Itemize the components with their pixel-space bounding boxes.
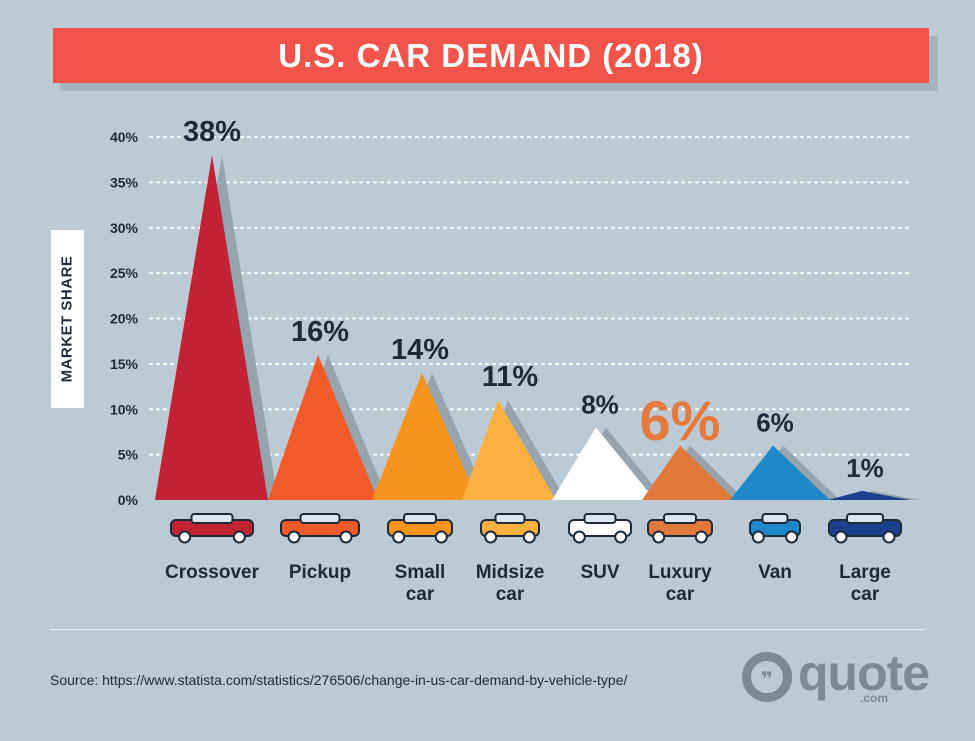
- y-tick-label: 20%: [110, 311, 139, 327]
- logo-suffix: .com: [860, 691, 889, 705]
- data-label: 38%: [183, 116, 241, 148]
- peak-suv: [552, 427, 655, 500]
- x-category-label: SUV: [580, 562, 619, 583]
- suv-sports-car-icon: [568, 513, 632, 544]
- pickup-truck-icon: [280, 513, 360, 544]
- peak-crossover: [155, 155, 268, 500]
- van-icon: [749, 513, 801, 544]
- chart-title: U.S. CAR DEMAND (2018): [53, 28, 929, 83]
- y-tick-label: 25%: [110, 265, 139, 281]
- y-axis-label: MARKET SHARE: [58, 255, 76, 383]
- x-category-label: Crossover: [165, 562, 260, 583]
- x-category-label: Midsize: [476, 562, 545, 583]
- data-label: 6%: [756, 408, 794, 438]
- quote-bubble-icon: ❞: [742, 652, 792, 702]
- y-tick-label: 10%: [110, 401, 139, 417]
- peak-van: [730, 445, 830, 500]
- y-tick-label: 35%: [110, 174, 139, 190]
- data-label: 16%: [291, 316, 349, 348]
- peak-small-car: [372, 372, 478, 500]
- quote-logo: ❞ quote .com: [742, 645, 932, 706]
- x-category-label: Small: [395, 562, 446, 583]
- data-label: 6%: [640, 389, 721, 452]
- peak-pickup: [268, 354, 378, 500]
- x-category-label: Large: [839, 562, 891, 583]
- x-category-label: car: [851, 584, 880, 605]
- large-car-limo-icon: [828, 513, 902, 544]
- x-category-label: Luxury: [648, 562, 712, 583]
- y-tick-label: 40%: [110, 129, 139, 145]
- x-category-label: Pickup: [289, 562, 351, 583]
- peak-midsize-car: [462, 400, 556, 500]
- luxury-car-icon: [647, 513, 713, 544]
- data-label: 1%: [846, 453, 884, 483]
- data-label: 11%: [482, 361, 539, 393]
- crossover-car-icon: [170, 513, 254, 544]
- y-axis-label-box: [51, 230, 84, 408]
- peak-luxury-car: [642, 445, 735, 500]
- source-citation: Source: https://www.statista.com/statist…: [50, 672, 628, 688]
- midsize-car-icon: [480, 513, 540, 544]
- x-category-label: car: [406, 584, 435, 605]
- y-tick-label: 30%: [110, 220, 139, 236]
- footer-divider: [50, 629, 924, 630]
- data-label: 8%: [581, 389, 619, 419]
- data-label: 14%: [391, 334, 449, 366]
- logo-word: quote: [798, 645, 930, 701]
- peak-large-car: [828, 490, 910, 500]
- x-category-label: car: [496, 584, 525, 605]
- x-category-label: car: [666, 584, 695, 605]
- small-car-icon: [387, 513, 453, 544]
- x-category-label: Van: [758, 562, 792, 583]
- y-tick-label: 5%: [118, 447, 139, 463]
- y-tick-label: 0%: [118, 492, 139, 508]
- y-tick-label: 15%: [110, 356, 139, 372]
